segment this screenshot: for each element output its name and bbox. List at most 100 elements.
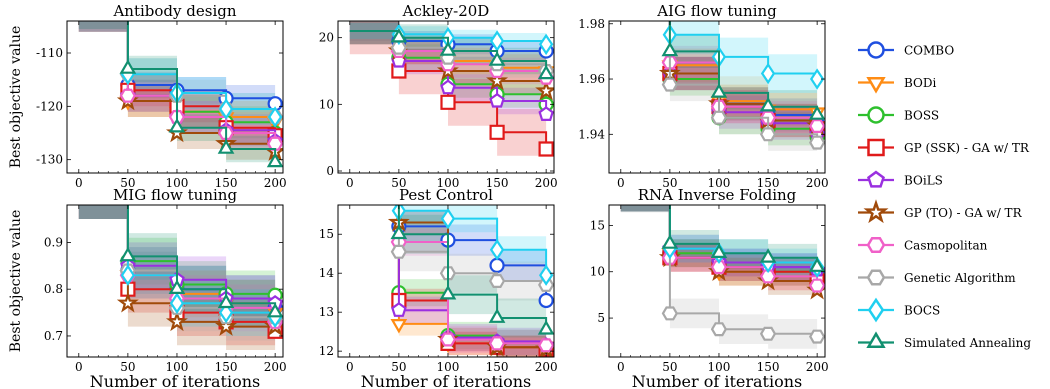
band-bodi: [398, 205, 547, 357]
point-gp-ssk-ga-w-tr: [440, 94, 456, 110]
point-simulated-annealing: [168, 279, 186, 294]
y-tick-label: 10: [590, 265, 605, 279]
axes-frame: [337, 20, 555, 174]
point-genetic-algorithm: [710, 322, 728, 337]
x-tick-label: 150: [757, 176, 780, 190]
legend-marker: [866, 331, 886, 349]
point-bocs: [440, 207, 456, 230]
subplot-title: RNA Inverse Folding: [638, 186, 797, 204]
point-casmopolitan: [267, 136, 283, 151]
subplot-1: 0 50 100 150 200 -110 -120 -130 Antibody design B…: [8, 2, 287, 190]
point-simulated-annealing: [217, 139, 235, 154]
point-casmopolitan: [119, 88, 136, 103]
point-combo: [538, 292, 554, 309]
legend-marker: [867, 297, 885, 323]
point-simulated-annealing: [537, 64, 554, 80]
legend-label: Simulated Annealing: [904, 336, 1031, 350]
legend-label: BODi: [904, 76, 937, 90]
point-gp-to-ga-w-tr: [215, 315, 238, 336]
point-boils: [440, 79, 456, 95]
legend-marker: [867, 106, 885, 124]
point-simulated-annealing: [808, 257, 825, 272]
legend-marker: [867, 41, 885, 59]
point-bocs: [267, 106, 283, 128]
y-tick-label: 0.9: [44, 235, 63, 249]
point-simulated-annealing: [759, 248, 777, 263]
point-simulated-annealing: [266, 152, 283, 168]
x-tick-label: 50: [662, 360, 677, 374]
legend-label: Casmopolitan: [904, 239, 988, 253]
subplot-2: 0 50 100 150 200 0 10 20 Ackley-20D: [319, 2, 558, 190]
band-genetic-algorithm: [669, 21, 818, 160]
point-simulated-annealing: [710, 243, 728, 258]
band-genetic-algorithm: [398, 205, 547, 305]
subplot-title: Ackley-20D: [402, 2, 490, 20]
point-genetic-algorithm: [809, 329, 825, 344]
axes-frame: [608, 204, 826, 358]
point-simulated-annealing: [537, 319, 554, 335]
x-tick-label: 150: [215, 176, 238, 190]
point-bocs: [809, 68, 825, 90]
x-tick-label: 100: [708, 176, 731, 190]
y-tick-label: 0.7: [44, 329, 63, 343]
legend-item-gp-ssk-ga-w-tr: GP (SSK) - GA w/ TR: [858, 138, 1030, 157]
y-tick-label: 12: [319, 344, 334, 358]
point-genetic-algorithm: [759, 127, 777, 142]
legend-marker: [866, 269, 886, 286]
point-simulated-annealing: [390, 27, 408, 43]
point-genetic-algorithm: [488, 274, 506, 288]
y-tick-label: 15: [319, 227, 334, 241]
x-tick-label: 0: [617, 360, 625, 374]
x-tick-label: 100: [166, 360, 189, 374]
point-genetic-algorithm: [809, 135, 825, 150]
point-bocs: [489, 239, 505, 261]
point-simulated-annealing: [808, 105, 825, 120]
point-genetic-algorithm: [661, 77, 678, 92]
legend-marker: [867, 170, 885, 188]
point-bocs: [760, 62, 776, 85]
legend-item-bocs: BOCS: [858, 297, 940, 323]
point-simulated-annealing: [710, 83, 728, 98]
x-tick-label: 200: [806, 360, 829, 374]
point-simulated-annealing: [168, 117, 186, 133]
point-simulated-annealing: [119, 246, 137, 262]
x-tick-label: 50: [391, 360, 406, 374]
x-tick-label: 200: [264, 360, 287, 374]
x-tick-label: 0: [75, 176, 83, 190]
x-axis-label: Number of iterations: [632, 372, 802, 389]
point-bocs: [169, 292, 185, 314]
band-combo: [398, 205, 547, 317]
point-bocs: [538, 33, 554, 56]
x-tick-label: 50: [391, 176, 406, 190]
point-gp-to-ga-w-tr: [535, 79, 554, 101]
y-tick-label: 1.94: [578, 127, 605, 141]
point-bocs: [489, 30, 505, 52]
point-boils: [538, 106, 554, 121]
plot-area: [387, 205, 554, 357]
legend-item-combo: COMBO: [858, 41, 954, 59]
y-axis-label: Best objective value: [8, 26, 24, 168]
legend-item-simulated-annealing: Simulated Annealing: [858, 331, 1031, 350]
x-tick-label: 50: [120, 360, 135, 374]
x-tick-label: 100: [437, 360, 460, 374]
point-boils: [489, 92, 505, 108]
x-tick-label: 150: [486, 360, 509, 374]
subplot-title: AIG flow tuning: [656, 2, 777, 20]
point-simulated-annealing: [488, 308, 506, 323]
x-tick-label: 150: [757, 360, 780, 374]
y-tick-label: 15: [590, 218, 605, 232]
y-tick-label: 14: [319, 266, 335, 280]
x-tick-label: 150: [486, 176, 509, 190]
x-axis-label: Number of iterations: [90, 372, 260, 389]
legend-label: GP (SSK) - GA w/ TR: [904, 141, 1030, 155]
y-tick-label: -110: [36, 46, 63, 60]
y-tick-label: 5: [597, 311, 605, 325]
x-tick-label: 50: [662, 176, 677, 190]
band-bocs: [398, 205, 547, 289]
x-tick-label: 200: [806, 176, 829, 190]
subplot-title: Antibody design: [112, 2, 236, 20]
x-tick-label: 150: [215, 360, 238, 374]
point-simulated-annealing: [661, 234, 679, 249]
band-simulated-annealing: [669, 21, 818, 132]
point-casmopolitan: [488, 336, 506, 351]
